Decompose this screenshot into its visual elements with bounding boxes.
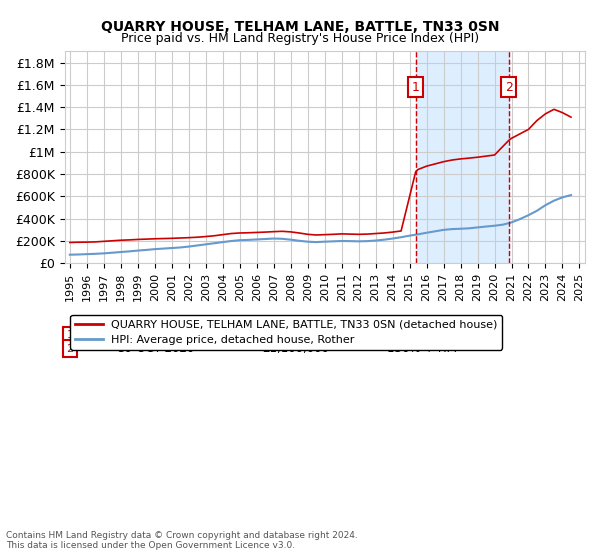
Text: 2: 2 (67, 344, 73, 354)
Text: 1: 1 (412, 81, 419, 94)
Legend: QUARRY HOUSE, TELHAM LANE, BATTLE, TN33 0SN (detached house), HPI: Average price: QUARRY HOUSE, TELHAM LANE, BATTLE, TN33 … (70, 315, 502, 349)
Text: Contains HM Land Registry data © Crown copyright and database right 2024.
This d: Contains HM Land Registry data © Crown c… (6, 530, 358, 550)
Bar (416, 52, 509, 263)
Text: 30-OCT-2020: 30-OCT-2020 (117, 342, 194, 355)
Text: 136% ↑ HPI: 136% ↑ HPI (387, 342, 457, 355)
Text: QUARRY HOUSE, TELHAM LANE, BATTLE, TN33 0SN: QUARRY HOUSE, TELHAM LANE, BATTLE, TN33 … (101, 20, 499, 34)
Text: 131% ↑ HPI: 131% ↑ HPI (387, 329, 457, 342)
Text: £1,100,000: £1,100,000 (262, 342, 329, 355)
Text: 1: 1 (67, 330, 73, 340)
Text: Price paid vs. HM Land Registry's House Price Index (HPI): Price paid vs. HM Land Registry's House … (121, 32, 479, 45)
Text: 11-MAY-2015: 11-MAY-2015 (117, 329, 193, 342)
Text: £820,000: £820,000 (262, 329, 318, 342)
Text: 2: 2 (505, 81, 512, 94)
